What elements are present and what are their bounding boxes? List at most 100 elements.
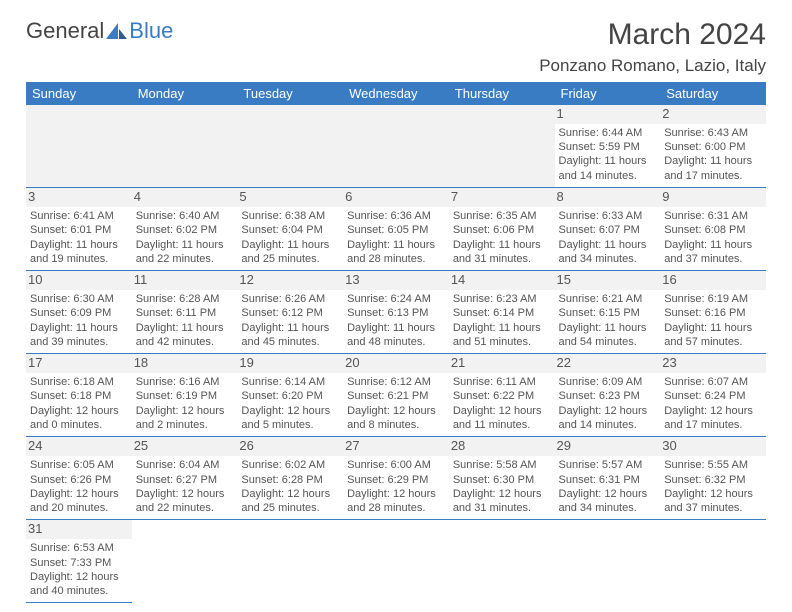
day-number: 8	[555, 188, 661, 207]
daylight-text: Daylight: 12 hours	[664, 487, 762, 501]
daylight-text: and 57 minutes.	[664, 335, 762, 349]
day-number: 13	[343, 271, 449, 290]
daylight-text: Daylight: 12 hours	[347, 487, 445, 501]
sunset-text: Sunset: 5:59 PM	[559, 140, 657, 154]
calendar-cell: 8Sunrise: 6:33 AMSunset: 6:07 PMDaylight…	[555, 188, 661, 271]
daylight-text: and 54 minutes.	[559, 335, 657, 349]
sunrise-text: Sunrise: 6:24 AM	[347, 292, 445, 306]
sunset-text: Sunset: 6:16 PM	[664, 306, 762, 320]
calendar-week-row: 24Sunrise: 6:05 AMSunset: 6:26 PMDayligh…	[26, 437, 766, 520]
day-number: 26	[237, 437, 343, 456]
daylight-text: Daylight: 12 hours	[559, 487, 657, 501]
daylight-text: and 17 minutes.	[664, 418, 762, 432]
calendar-cell: 16Sunrise: 6:19 AMSunset: 6:16 PMDayligh…	[660, 271, 766, 354]
sunrise-text: Sunrise: 6:04 AM	[136, 458, 234, 472]
sunset-text: Sunset: 6:27 PM	[136, 473, 234, 487]
calendar-week-row: 3Sunrise: 6:41 AMSunset: 6:01 PMDaylight…	[26, 188, 766, 271]
sunrise-text: Sunrise: 6:19 AM	[664, 292, 762, 306]
daylight-text: Daylight: 11 hours	[136, 238, 234, 252]
daylight-text: and 19 minutes.	[30, 252, 128, 266]
sunset-text: Sunset: 6:18 PM	[30, 389, 128, 403]
sunrise-text: Sunrise: 6:30 AM	[30, 292, 128, 306]
sunrise-text: Sunrise: 6:14 AM	[241, 375, 339, 389]
daylight-text: and 42 minutes.	[136, 335, 234, 349]
sunrise-text: Sunrise: 6:18 AM	[30, 375, 128, 389]
sunset-text: Sunset: 6:11 PM	[136, 306, 234, 320]
daylight-text: and 11 minutes.	[453, 418, 551, 432]
sunrise-text: Sunrise: 6:23 AM	[453, 292, 551, 306]
day-number: 3	[26, 188, 132, 207]
day-header: Friday	[555, 82, 661, 105]
calendar-cell: 23Sunrise: 6:07 AMSunset: 6:24 PMDayligh…	[660, 354, 766, 437]
daylight-text: and 22 minutes.	[136, 501, 234, 515]
daylight-text: and 37 minutes.	[664, 252, 762, 266]
daylight-text: and 34 minutes.	[559, 252, 657, 266]
daylight-text: Daylight: 11 hours	[347, 321, 445, 335]
sunset-text: Sunset: 6:08 PM	[664, 223, 762, 237]
daylight-text: and 25 minutes.	[241, 501, 339, 515]
sunset-text: Sunset: 6:28 PM	[241, 473, 339, 487]
logo-sail-icon	[106, 22, 128, 40]
calendar-cell: 5Sunrise: 6:38 AMSunset: 6:04 PMDaylight…	[237, 188, 343, 271]
day-number: 21	[449, 354, 555, 373]
day-number: 4	[132, 188, 238, 207]
sunrise-text: Sunrise: 6:53 AM	[30, 541, 128, 555]
day-number: 7	[449, 188, 555, 207]
daylight-text: Daylight: 11 hours	[241, 321, 339, 335]
sunset-text: Sunset: 6:07 PM	[559, 223, 657, 237]
daylight-text: Daylight: 12 hours	[241, 404, 339, 418]
logo-text-2: Blue	[129, 18, 173, 44]
sunrise-text: Sunrise: 5:55 AM	[664, 458, 762, 472]
sunset-text: Sunset: 6:24 PM	[664, 389, 762, 403]
day-number: 14	[449, 271, 555, 290]
sunset-text: Sunset: 6:20 PM	[241, 389, 339, 403]
day-header: Tuesday	[237, 82, 343, 105]
daylight-text: Daylight: 12 hours	[30, 487, 128, 501]
calendar-cell: 26Sunrise: 6:02 AMSunset: 6:28 PMDayligh…	[237, 437, 343, 520]
day-number: 23	[660, 354, 766, 373]
sunrise-text: Sunrise: 6:35 AM	[453, 209, 551, 223]
daylight-text: and 22 minutes.	[136, 252, 234, 266]
sunset-text: Sunset: 6:13 PM	[347, 306, 445, 320]
day-number: 15	[555, 271, 661, 290]
calendar-head: SundayMondayTuesdayWednesdayThursdayFrid…	[26, 82, 766, 105]
daylight-text: and 5 minutes.	[241, 418, 339, 432]
logo: General Blue	[26, 18, 173, 44]
daylight-text: and 31 minutes.	[453, 501, 551, 515]
sunrise-text: Sunrise: 6:11 AM	[453, 375, 551, 389]
daylight-text: and 40 minutes.	[30, 584, 128, 598]
day-number: 1	[555, 105, 661, 124]
calendar-cell: 12Sunrise: 6:26 AMSunset: 6:12 PMDayligh…	[237, 271, 343, 354]
calendar-cell: 28Sunrise: 5:58 AMSunset: 6:30 PMDayligh…	[449, 437, 555, 520]
sunset-text: Sunset: 6:06 PM	[453, 223, 551, 237]
sunset-text: Sunset: 6:01 PM	[30, 223, 128, 237]
sunrise-text: Sunrise: 6:02 AM	[241, 458, 339, 472]
day-header: Saturday	[660, 82, 766, 105]
sunset-text: Sunset: 6:21 PM	[347, 389, 445, 403]
daylight-text: Daylight: 12 hours	[30, 570, 128, 584]
header-right: March 2024 Ponzano Romano, Lazio, Italy	[539, 18, 766, 76]
day-header: Thursday	[449, 82, 555, 105]
day-number: 30	[660, 437, 766, 456]
calendar-cell: 10Sunrise: 6:30 AMSunset: 6:09 PMDayligh…	[26, 271, 132, 354]
sunset-text: Sunset: 6:23 PM	[559, 389, 657, 403]
calendar-cell: 1Sunrise: 6:44 AMSunset: 5:59 PMDaylight…	[555, 105, 661, 188]
sunrise-text: Sunrise: 5:58 AM	[453, 458, 551, 472]
sunrise-text: Sunrise: 6:26 AM	[241, 292, 339, 306]
day-header: Monday	[132, 82, 238, 105]
calendar-cell: 7Sunrise: 6:35 AMSunset: 6:06 PMDaylight…	[449, 188, 555, 271]
calendar-cell: 20Sunrise: 6:12 AMSunset: 6:21 PMDayligh…	[343, 354, 449, 437]
calendar-cell	[660, 520, 766, 603]
day-number: 24	[26, 437, 132, 456]
daylight-text: and 14 minutes.	[559, 418, 657, 432]
calendar-cell	[555, 520, 661, 603]
sunrise-text: Sunrise: 6:09 AM	[559, 375, 657, 389]
sunrise-text: Sunrise: 6:00 AM	[347, 458, 445, 472]
sunrise-text: Sunrise: 6:36 AM	[347, 209, 445, 223]
day-number: 9	[660, 188, 766, 207]
sunset-text: Sunset: 6:26 PM	[30, 473, 128, 487]
calendar-cell: 27Sunrise: 6:00 AMSunset: 6:29 PMDayligh…	[343, 437, 449, 520]
calendar-cell: 24Sunrise: 6:05 AMSunset: 6:26 PMDayligh…	[26, 437, 132, 520]
day-number: 16	[660, 271, 766, 290]
calendar-cell: 11Sunrise: 6:28 AMSunset: 6:11 PMDayligh…	[132, 271, 238, 354]
